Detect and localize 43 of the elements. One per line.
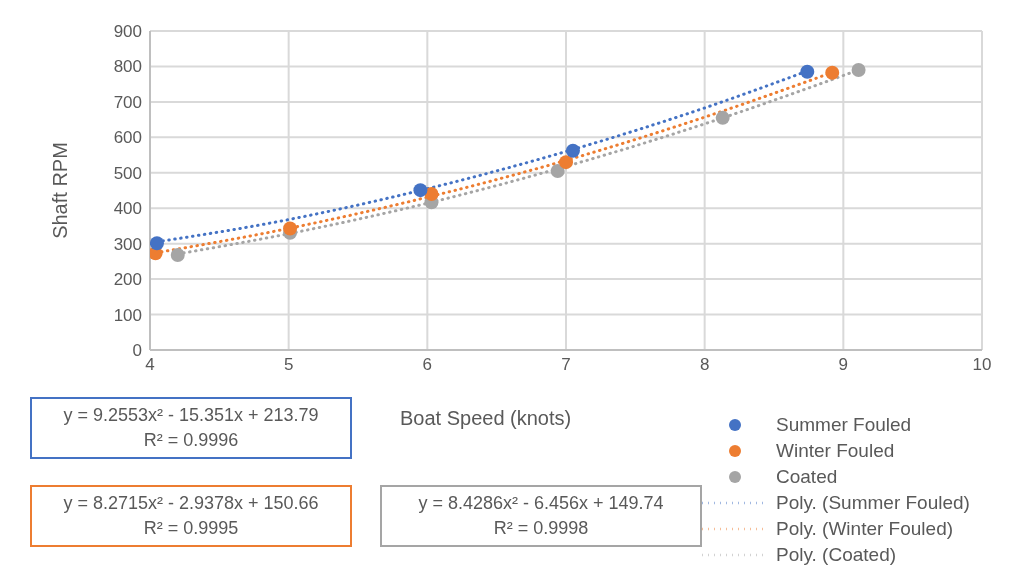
x-tick-label: 10 bbox=[972, 355, 992, 375]
y-tick-label: 200 bbox=[113, 270, 142, 290]
x-tick-label: 6 bbox=[422, 355, 433, 375]
point bbox=[424, 187, 439, 202]
x-axis-title: Boat Speed (knots) bbox=[400, 407, 573, 430]
point bbox=[565, 143, 580, 158]
legend-label: Poly. (Coated) bbox=[776, 544, 897, 566]
legend-label: Poly. (Summer Fouled) bbox=[776, 492, 970, 514]
y-tick-label: 800 bbox=[113, 57, 142, 77]
x-tick-label: 5 bbox=[283, 355, 294, 375]
point bbox=[800, 64, 815, 79]
legend-label: Poly. (Winter Fouled) bbox=[776, 518, 954, 540]
point bbox=[283, 221, 298, 236]
text: R² = 0.9995 bbox=[142, 517, 240, 540]
y-tick-label: 100 bbox=[113, 305, 142, 325]
text: R² = 0.9998 bbox=[492, 517, 590, 540]
y-tick-label: 300 bbox=[113, 234, 142, 254]
point bbox=[170, 248, 185, 263]
point bbox=[559, 155, 573, 170]
x-tick-label: 4 bbox=[145, 355, 155, 375]
x-tick-label: 9 bbox=[838, 355, 849, 375]
legend-label: Winter Fouled bbox=[776, 440, 895, 462]
y-tick-label: 0 bbox=[132, 341, 142, 361]
legend-label: Coated bbox=[776, 466, 838, 488]
x-tick-label: 7 bbox=[561, 355, 571, 375]
y-axis-title: Shaft RPM bbox=[49, 142, 72, 239]
y-tick-label: 600 bbox=[113, 128, 142, 148]
y-tick-label: 500 bbox=[113, 163, 142, 183]
text: y = 9.2553x² - 15.351x + 213.79 bbox=[62, 404, 320, 427]
point bbox=[413, 183, 428, 198]
x-tick-label: 8 bbox=[699, 355, 710, 375]
legend-label: Summer Fouled bbox=[776, 414, 912, 436]
text: y = 8.2715x² - 2.9378x + 150.66 bbox=[62, 492, 320, 515]
text: R² = 0.9996 bbox=[142, 429, 240, 452]
y-tick-label: 900 bbox=[113, 22, 142, 42]
point bbox=[150, 236, 164, 251]
text: y = 8.4286x² - 6.456x + 149.74 bbox=[417, 492, 665, 515]
y-tick-label: 400 bbox=[113, 199, 142, 219]
point bbox=[550, 164, 565, 179]
point bbox=[851, 62, 866, 77]
y-tick-label: 700 bbox=[113, 92, 142, 112]
point bbox=[825, 65, 840, 80]
point bbox=[715, 110, 730, 125]
